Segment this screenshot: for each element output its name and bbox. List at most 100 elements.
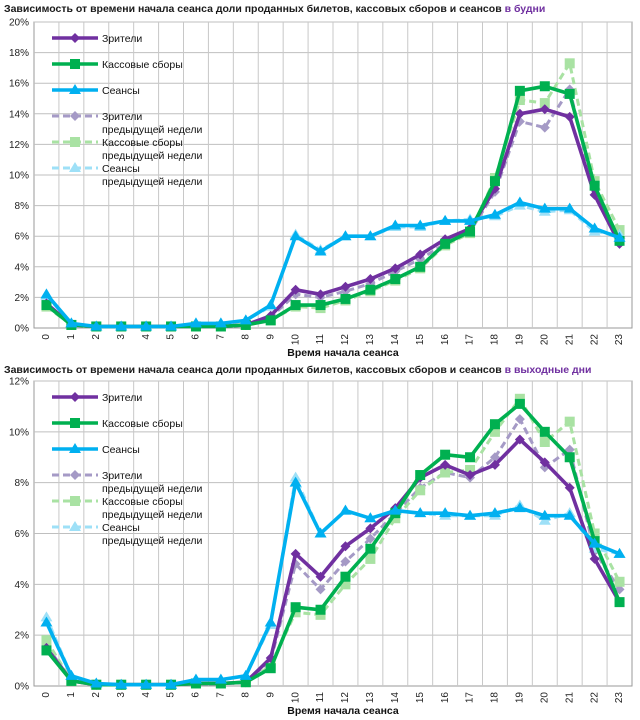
chart2-series-2-point — [115, 678, 128, 689]
chart2-series-1-point — [614, 597, 625, 608]
chart2-series-1-point — [489, 419, 500, 430]
chart2-xtick-label: 12 — [340, 692, 351, 704]
chart1-xtick-label: 22 — [589, 334, 600, 346]
chart2-legend-label-1: Кассовые сборы — [102, 418, 183, 430]
chart1-series-1-point — [564, 88, 575, 99]
chart2-series-1-point — [66, 675, 77, 686]
chart1-xtick-label: 6 — [191, 334, 202, 340]
chart1-title: Зависимость от времени начала сеанса дол… — [4, 3, 545, 15]
chart2-xtick-label: 5 — [166, 692, 177, 698]
chart2-series-2-point — [314, 527, 327, 538]
chart2-xtick-label: 0 — [41, 692, 52, 698]
chart2-xtick-label: 23 — [614, 692, 625, 704]
chart1-ytick-label: 10% — [9, 171, 29, 182]
chart2-xtick-label: 2 — [91, 692, 102, 698]
chart2-series-3-point — [514, 414, 525, 425]
chart2-series-2-point — [90, 677, 103, 688]
chart1-series-0-point — [365, 274, 376, 285]
chart1-series-0-point — [390, 263, 401, 274]
chart1-series-2-point — [165, 320, 178, 331]
chart2-series-4-point — [290, 607, 301, 618]
chart1-xtick-label: 8 — [240, 334, 251, 340]
chart2-series-0-point — [440, 459, 451, 470]
chart2-ytick-label: 8% — [15, 478, 30, 489]
chart2-series-3-point — [489, 452, 500, 463]
chart1-series-2-point — [40, 288, 53, 299]
chart1-series-2-point — [239, 314, 252, 325]
chart1-ytick-label: 12% — [9, 140, 29, 151]
chart2-legend-marker-2 — [69, 443, 81, 453]
chart2-series-1-point — [365, 543, 376, 554]
chart1-series-4-point — [564, 58, 575, 69]
chart1-series-4-point — [514, 95, 525, 106]
chart2-legend-marker-0 — [70, 392, 80, 402]
chart2-series-1-point — [41, 645, 52, 656]
chart2-series-1-point — [415, 470, 426, 481]
chart2-xtick-label: 15 — [415, 692, 426, 704]
chart2-series-4-point — [614, 576, 625, 587]
chart2-ytick-label: 12% — [9, 377, 29, 388]
chart1-xtick-label: 12 — [340, 334, 351, 346]
chart1-series-1-point — [539, 81, 550, 92]
chart2-series-2-point — [563, 509, 576, 520]
chart1-series-2-point — [339, 230, 352, 241]
chart1-series-2-point — [65, 317, 78, 328]
chart2-xtick-label: 14 — [390, 692, 401, 704]
chart1-legend-marker-2 — [69, 84, 81, 94]
chart2-legend-label-4: Кассовые сборы предыдущей недели — [102, 496, 202, 521]
chart1-legend-label-5: Сеансы предыдущей недели — [102, 163, 202, 188]
chart1-legend-marker-5 — [69, 162, 81, 172]
chart1-series-1-point — [489, 176, 500, 187]
chart1-xtick-label: 19 — [515, 334, 526, 346]
chart2-series-2-point — [65, 669, 78, 680]
chart1-x-axis-label: Время начала сеанса — [287, 347, 399, 359]
chart2-series-2-point — [364, 512, 377, 523]
chart2-series-2-point — [488, 507, 501, 518]
chart2-legend-label-5: Сеансы предыдущей недели — [102, 522, 202, 547]
chart2-series-4-point — [465, 464, 476, 475]
chart2-series-1-point — [564, 452, 575, 463]
chart1-legend-label-2: Сеансы — [102, 85, 140, 97]
chart1-ytick-label: 16% — [9, 79, 29, 90]
chart1-series-2-point — [314, 245, 327, 256]
chart1-xtick-label: 17 — [465, 334, 476, 346]
chart1-title-highlight: в будни — [504, 3, 546, 15]
chart1-xtick-label: 4 — [141, 334, 152, 340]
chart1-series-1-point — [440, 238, 451, 249]
chart2-series-2-point — [538, 509, 551, 520]
chart1-series-2-point — [189, 317, 202, 328]
chart2-series-2-point — [239, 669, 252, 680]
chart2-series-1-point — [539, 426, 550, 437]
chart2-series-0-point — [315, 571, 326, 582]
chart1-series-2-point — [613, 231, 626, 242]
chart1-xtick-label: 11 — [315, 334, 326, 345]
chart2-ytick-label: 10% — [9, 427, 29, 438]
chart2-xtick-label: 13 — [365, 692, 376, 704]
chart1-xtick-label: 0 — [41, 334, 52, 340]
chart1-series-1-point — [365, 284, 376, 295]
chart2-series-2-point — [264, 616, 277, 627]
chart1-series-2-point — [563, 202, 576, 213]
chart1-series-0-point — [564, 111, 575, 122]
chart2-series-4-point — [539, 437, 550, 447]
chart-weekdays: 0%2%4%6%8%10%12%14%16%18%20%0 1 2 3 4 5 6 7 8 9 10… — [9, 18, 633, 359]
chart1-xtick-label: 7 — [216, 334, 227, 340]
chart1-series-3-point — [539, 122, 550, 133]
chart1-series-2-point — [364, 230, 377, 241]
chart2-legend-label-0: Зрители — [102, 392, 142, 404]
chart2-xtick-label: 22 — [589, 692, 600, 704]
chart1-series-2-point — [389, 219, 402, 230]
chart1-series-0-point — [290, 284, 301, 295]
chart2-series-4-point — [390, 513, 401, 524]
chart1-series-1-point — [290, 300, 301, 311]
chart2-title: Зависимость от времени начала сеанса дол… — [4, 364, 591, 376]
chart1-ytick-label: 20% — [9, 18, 29, 29]
chart2-series-3-point — [340, 556, 351, 567]
chart1-series-2-point — [464, 214, 477, 225]
chart2-xtick-label: 17 — [465, 692, 476, 704]
chart2-series-4-point — [415, 485, 426, 496]
chart2-xtick-label: 1 — [66, 692, 77, 698]
chart1-series-1-point — [415, 261, 426, 272]
chart1-xtick-label: 2 — [91, 334, 102, 340]
